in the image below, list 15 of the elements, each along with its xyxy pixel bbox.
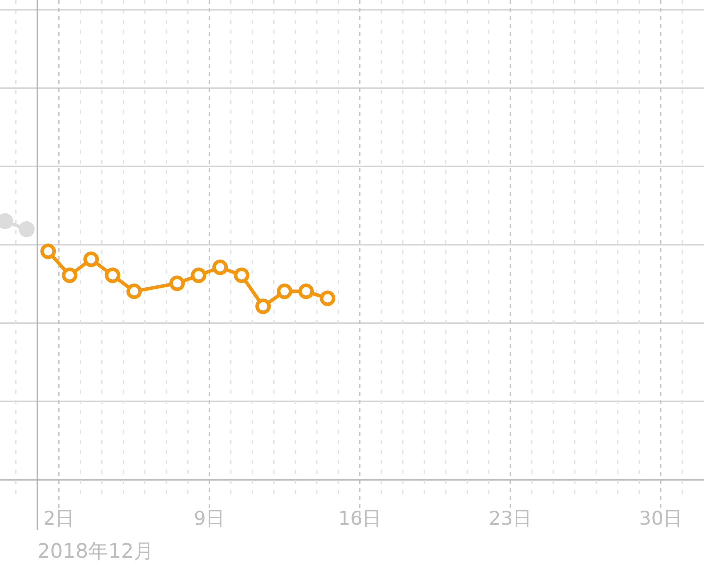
xlabel: 2018年12月 [38,539,154,563]
point [126,284,142,300]
point [234,268,250,284]
point [40,244,56,260]
point [256,298,272,314]
point [18,222,35,238]
point [105,268,121,284]
point [277,284,293,300]
point [191,268,207,284]
point [170,276,186,292]
point [320,290,336,306]
point [298,284,314,300]
point [84,252,100,268]
point [212,260,228,276]
point [62,268,78,284]
